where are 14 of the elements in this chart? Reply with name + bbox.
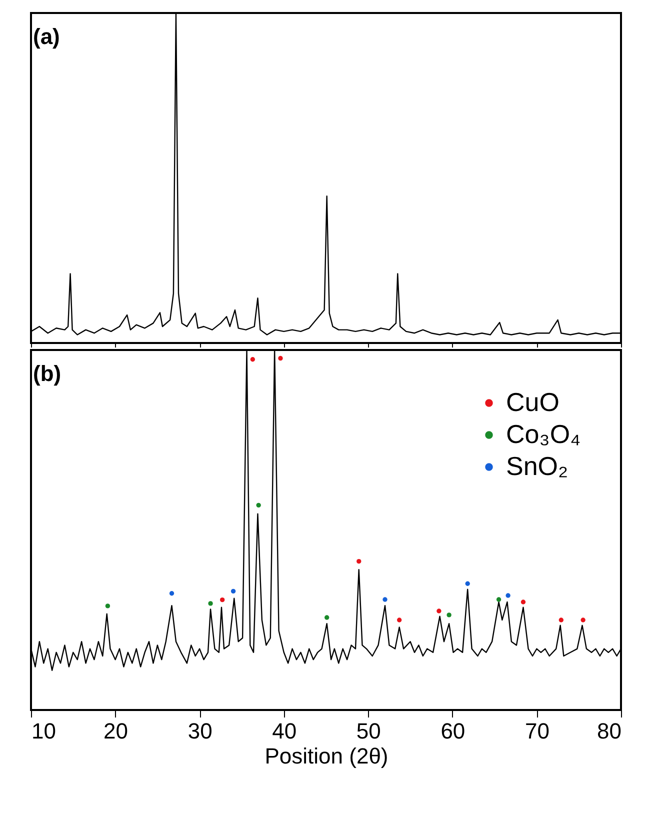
x-tick-label: 40 — [272, 718, 297, 744]
x-tick-label: 30 — [188, 718, 212, 744]
legend-label: SnO₂ — [506, 451, 568, 481]
legend-label: Co₃O₄ — [506, 419, 581, 449]
annotation: (b) — [33, 361, 62, 386]
x-tick-label: 50 — [356, 718, 381, 744]
x-tick-label: 20 — [104, 718, 128, 744]
x-tick-label: 80 — [597, 718, 622, 744]
x-axis-title: Position (2θ) — [264, 744, 388, 768]
x-tick-label: 60 — [440, 718, 466, 744]
x-tick-label: 10 — [32, 718, 56, 744]
legend-label: CuO — [506, 387, 560, 417]
annotation: (a) — [33, 24, 60, 49]
x-tick-label: 70 — [524, 718, 550, 744]
